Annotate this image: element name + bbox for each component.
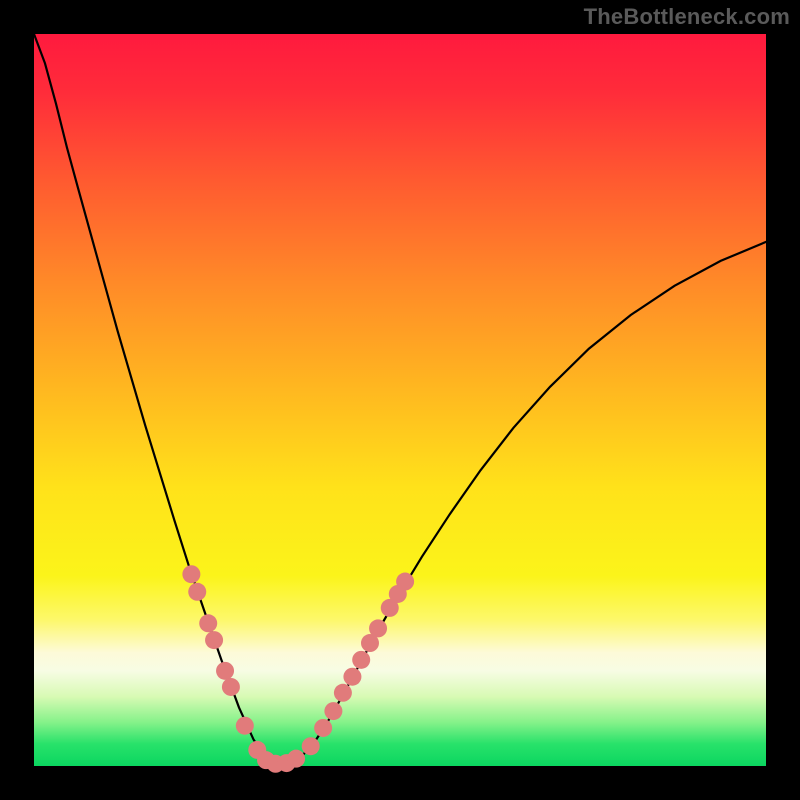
data-point <box>302 737 320 755</box>
data-point <box>236 717 254 735</box>
data-point <box>188 583 206 601</box>
data-point <box>314 719 332 737</box>
data-point <box>352 651 370 669</box>
data-point <box>222 678 240 696</box>
data-point <box>216 662 234 680</box>
data-point <box>287 750 305 768</box>
plot-background <box>34 34 766 766</box>
bottleneck-chart <box>0 0 800 800</box>
data-point <box>369 619 387 637</box>
data-point <box>343 668 361 686</box>
chart-container: TheBottleneck.com <box>0 0 800 800</box>
data-point <box>324 702 342 720</box>
data-point <box>205 631 223 649</box>
data-point <box>334 684 352 702</box>
data-point <box>396 573 414 591</box>
watermark-text: TheBottleneck.com <box>584 4 790 30</box>
data-point <box>199 614 217 632</box>
data-point <box>182 565 200 583</box>
